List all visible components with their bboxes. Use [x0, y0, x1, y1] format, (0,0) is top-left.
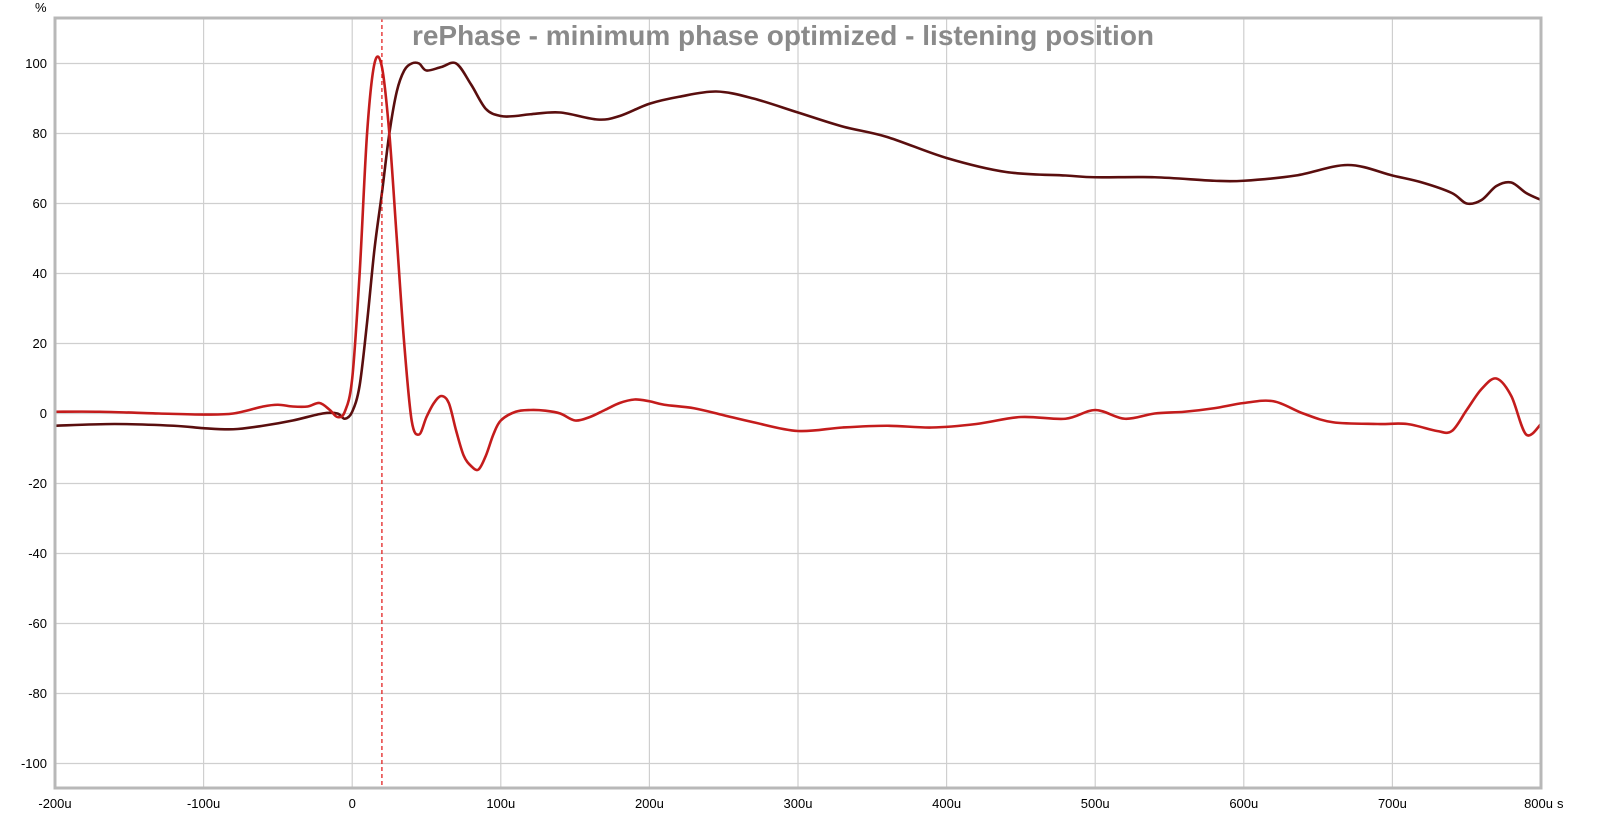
x-tick-labels: -200u -100u 0 100u 200u 300u 400u 500u 600u 700u 8…: [38, 796, 1553, 811]
plot-frame: [53, 16, 1543, 790]
series-line-1: [53, 61, 1543, 431]
x-tick-label: 500u: [1081, 796, 1110, 811]
x-tick-label: 100u: [486, 796, 515, 811]
y-tick-label: 100: [25, 56, 47, 71]
x-axis-unit: s: [1557, 796, 1564, 811]
series-line-2: [53, 55, 1543, 472]
y-tick-label: -60: [28, 616, 47, 631]
y-tick-label: 40: [33, 266, 47, 281]
x-tick-label: -200u: [38, 796, 71, 811]
y-tick-label: -100: [21, 756, 47, 771]
x-tick-label: 600u: [1229, 796, 1258, 811]
y-tick-label: 60: [33, 196, 47, 211]
x-tick-label: 400u: [932, 796, 961, 811]
x-tick-label: 0: [349, 796, 356, 811]
y-tick-label: 80: [33, 126, 47, 141]
x-tick-label: 300u: [784, 796, 813, 811]
y-tick-label: 20: [33, 336, 47, 351]
y-tick-label: 0: [40, 406, 47, 421]
x-tick-label: 700u: [1378, 796, 1407, 811]
y-tick-label: -40: [28, 546, 47, 561]
y-axis-unit: %: [35, 0, 47, 15]
x-tick-label: 800u: [1524, 796, 1553, 811]
chart-title: rePhase - minimum phase optimized - list…: [412, 20, 1154, 51]
x-tick-label: 200u: [635, 796, 664, 811]
y-tick-label: -20: [28, 476, 47, 491]
y-tick-labels: 100 80 60 40 20 0 -20 -40 -60 -80 -100: [21, 56, 47, 771]
x-tick-label: -100u: [187, 796, 220, 811]
series-lines: [53, 55, 1543, 472]
y-tick-label: -80: [28, 686, 47, 701]
